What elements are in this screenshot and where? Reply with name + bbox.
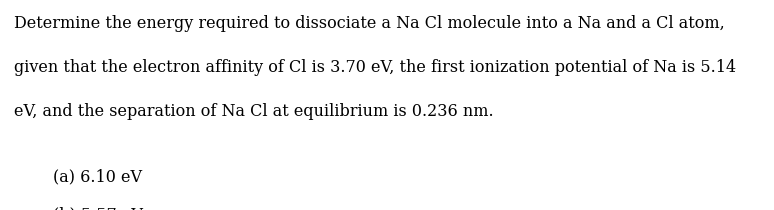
Text: (a) 6.10 eV: (a) 6.10 eV bbox=[53, 168, 142, 185]
Text: given that the electron affinity of Cl is 3.70 eV, the first ionization potentia: given that the electron affinity of Cl i… bbox=[14, 59, 736, 76]
Text: Determine the energy required to dissociate a Na Cl molecule into a Na and a Cl : Determine the energy required to dissoci… bbox=[14, 15, 724, 32]
Text: eV, and the separation of Na Cl at equilibrium is 0.236 nm.: eV, and the separation of Na Cl at equil… bbox=[14, 103, 494, 120]
Text: (b) 5.57 eV: (b) 5.57 eV bbox=[53, 207, 142, 210]
